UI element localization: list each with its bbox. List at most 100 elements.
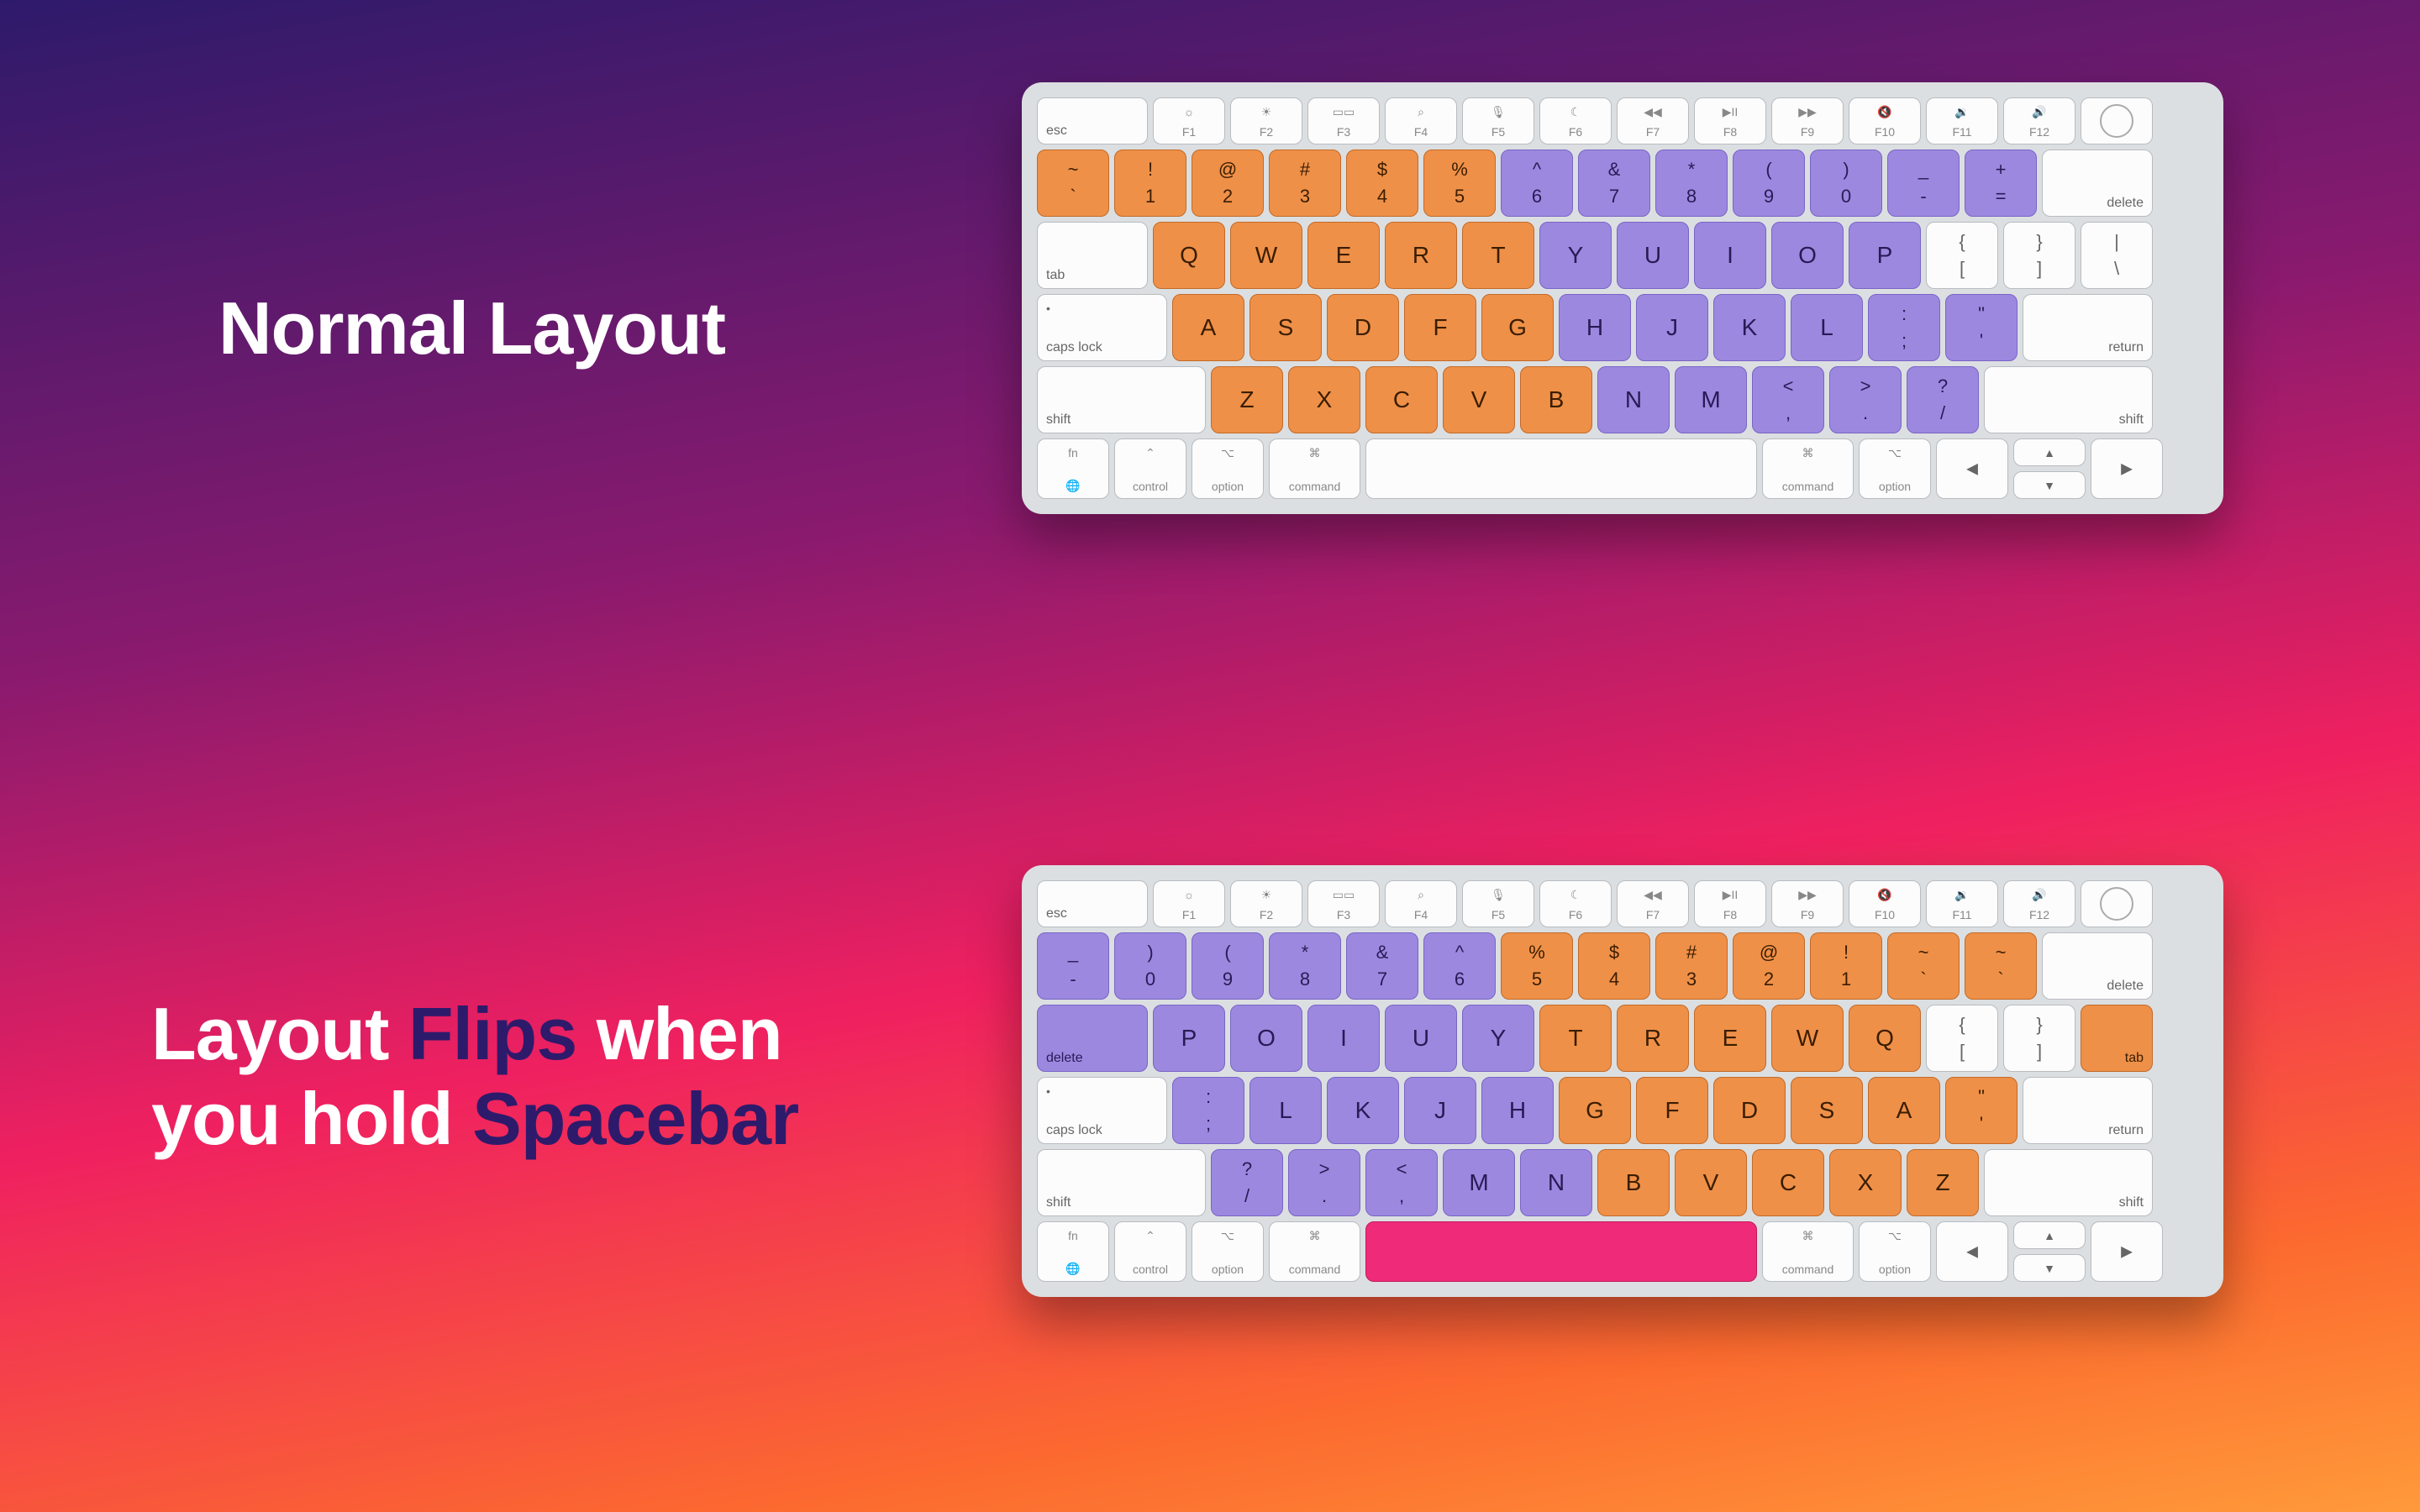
key-arrow-right[interactable]: ▶ <box>2091 438 2163 499</box>
key-5[interactable]: %5 <box>1501 932 1573 1000</box>
key-spacebar[interactable] <box>1365 1221 1757 1282</box>
key-6[interactable]: ^6 <box>1423 932 1496 1000</box>
key-f6[interactable]: ☾F6 <box>1539 97 1612 144</box>
key-O[interactable]: O <box>1230 1005 1302 1072</box>
key-M[interactable]: M <box>1675 366 1747 433</box>
key-capslock[interactable]: caps lock• <box>1037 294 1167 361</box>
key-3[interactable]: #3 <box>1655 932 1728 1000</box>
key-\[interactable]: |\ <box>2081 222 2153 289</box>
key-I[interactable]: I <box>1694 222 1766 289</box>
key-2[interactable]: @2 <box>1733 932 1805 1000</box>
key-N[interactable]: N <box>1520 1149 1592 1216</box>
key-return[interactable]: return <box>2023 1077 2153 1144</box>
key-arrow-up[interactable]: ▲ <box>2013 1221 2086 1249</box>
key-shift-right[interactable]: shift <box>1984 366 2153 433</box>
key-option-right[interactable]: ⌥option <box>1859 1221 1931 1282</box>
key-tab[interactable]: tab <box>1037 222 1148 289</box>
key-Y[interactable]: Y <box>1539 222 1612 289</box>
key-'[interactable]: "' <box>1945 294 2018 361</box>
key-control-left[interactable]: ⌃control <box>1114 1221 1186 1282</box>
key-f10[interactable]: 🔇F10 <box>1849 880 1921 927</box>
key-9[interactable]: (9 <box>1192 932 1264 1000</box>
key-f7[interactable]: ◀◀F7 <box>1617 880 1689 927</box>
key-U[interactable]: U <box>1385 1005 1457 1072</box>
key-f12[interactable]: 🔊F12 <box>2003 97 2075 144</box>
key-][interactable]: }] <box>2003 222 2075 289</box>
key-S[interactable]: S <box>1791 1077 1863 1144</box>
key-capslock[interactable]: caps lock• <box>1037 1077 1167 1144</box>
key-H[interactable]: H <box>1481 1077 1554 1144</box>
key-3[interactable]: #3 <box>1269 150 1341 217</box>
key-fn[interactable]: fn🌐 <box>1037 438 1109 499</box>
key-G[interactable]: G <box>1559 1077 1631 1144</box>
key-command-left[interactable]: ⌘command <box>1269 438 1360 499</box>
key-O[interactable]: O <box>1771 222 1844 289</box>
key-R[interactable]: R <box>1617 1005 1689 1072</box>
key-B[interactable]: B <box>1597 1149 1670 1216</box>
key--[interactable]: _- <box>1887 150 1960 217</box>
key-control-left[interactable]: ⌃control <box>1114 438 1186 499</box>
key-f10[interactable]: 🔇F10 <box>1849 97 1921 144</box>
key-0[interactable]: )0 <box>1114 932 1186 1000</box>
key-J[interactable]: J <box>1404 1077 1476 1144</box>
key-C[interactable]: C <box>1365 366 1438 433</box>
key-f9[interactable]: ▶▶F9 <box>1771 97 1844 144</box>
key-F[interactable]: F <box>1404 294 1476 361</box>
key-fn[interactable]: fn🌐 <box>1037 1221 1109 1282</box>
key-A[interactable]: A <box>1868 1077 1940 1144</box>
key-S[interactable]: S <box>1249 294 1322 361</box>
key-8[interactable]: *8 <box>1655 150 1728 217</box>
key-W[interactable]: W <box>1771 1005 1844 1072</box>
key-,[interactable]: <, <box>1365 1149 1438 1216</box>
key-,[interactable]: <, <box>1752 366 1824 433</box>
key-G[interactable]: G <box>1481 294 1554 361</box>
key-.[interactable]: >. <box>1829 366 1902 433</box>
key-.[interactable]: >. <box>1288 1149 1360 1216</box>
touchid-button[interactable] <box>2081 97 2153 144</box>
key-D[interactable]: D <box>1327 294 1399 361</box>
key-arrow-right[interactable]: ▶ <box>2091 1221 2163 1282</box>
key-f4[interactable]: ⌕F4 <box>1385 880 1457 927</box>
key-f11[interactable]: 🔉F11 <box>1926 97 1998 144</box>
key-9[interactable]: (9 <box>1733 150 1805 217</box>
key-option-left[interactable]: ⌥option <box>1192 438 1264 499</box>
key-Q[interactable]: Q <box>1849 1005 1921 1072</box>
key-J[interactable]: J <box>1636 294 1708 361</box>
key--[interactable]: _- <box>1037 932 1109 1000</box>
key-f9[interactable]: ▶▶F9 <box>1771 880 1844 927</box>
key-P[interactable]: P <box>1153 1005 1225 1072</box>
key-1[interactable]: !1 <box>1810 932 1882 1000</box>
key-f3[interactable]: ▭▭F3 <box>1307 880 1380 927</box>
key-][interactable]: }] <box>2003 1005 2075 1072</box>
key-arrow-down[interactable]: ▼ <box>2013 471 2086 499</box>
key-delete[interactable]: delete <box>2042 932 2153 1000</box>
key-f4[interactable]: ⌕F4 <box>1385 97 1457 144</box>
key-N[interactable]: N <box>1597 366 1670 433</box>
key-L[interactable]: L <box>1249 1077 1322 1144</box>
key-f2[interactable]: ☀F2 <box>1230 97 1302 144</box>
key-M[interactable]: M <box>1443 1149 1515 1216</box>
key-1[interactable]: !1 <box>1114 150 1186 217</box>
key-D[interactable]: D <box>1713 1077 1786 1144</box>
key-f3[interactable]: ▭▭F3 <box>1307 97 1380 144</box>
key-U[interactable]: U <box>1617 222 1689 289</box>
key-T[interactable]: T <box>1462 222 1534 289</box>
key-E[interactable]: E <box>1307 222 1380 289</box>
key-4[interactable]: $4 <box>1346 150 1418 217</box>
key-P[interactable]: P <box>1849 222 1921 289</box>
key-tab[interactable]: tab <box>2081 1005 2153 1072</box>
key-C[interactable]: C <box>1752 1149 1824 1216</box>
key-E[interactable]: E <box>1694 1005 1766 1072</box>
key-/[interactable]: ?/ <box>1211 1149 1283 1216</box>
key-K[interactable]: K <box>1327 1077 1399 1144</box>
key-arrow-up[interactable]: ▲ <box>2013 438 2086 466</box>
key-4[interactable]: $4 <box>1578 932 1650 1000</box>
key-arrow-left[interactable]: ◀ <box>1936 1221 2008 1282</box>
key-B[interactable]: B <box>1520 366 1592 433</box>
key-6[interactable]: ^6 <box>1501 150 1573 217</box>
key-'[interactable]: "' <box>1945 1077 2018 1144</box>
key-R[interactable]: R <box>1385 222 1457 289</box>
touchid-button[interactable] <box>2081 880 2153 927</box>
key-delete[interactable]: delete <box>2042 150 2153 217</box>
key-`[interactable]: ~` <box>1965 932 2037 1000</box>
